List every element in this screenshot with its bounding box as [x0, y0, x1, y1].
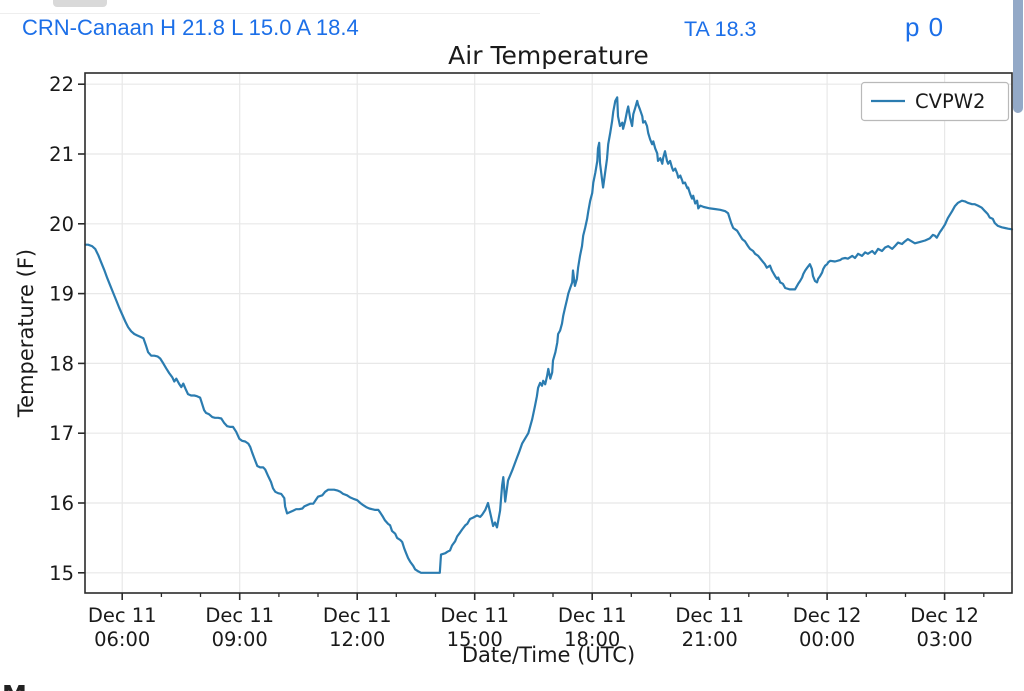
- station-summary[interactable]: CRN-Canaan H 21.8 L 15.0 A 18.4: [22, 15, 359, 40]
- card-top-divider: [0, 13, 540, 14]
- ytick-label-15: 15: [49, 562, 74, 585]
- ytick-label-19: 19: [49, 283, 74, 306]
- legend-label: CVPW2: [915, 90, 985, 113]
- chart-title: Air Temperature: [448, 41, 649, 70]
- ytick-label-20: 20: [49, 213, 74, 236]
- scrollbar-thumb[interactable]: [1013, 0, 1023, 113]
- ytick-label-22: 22: [49, 73, 74, 96]
- ta-current-reading[interactable]: TA 18.3: [684, 17, 757, 41]
- xtick-label-15:00: Dec 11 15:00: [440, 604, 509, 651]
- series-line-cvpw2: [84, 96, 1014, 574]
- page-indicator[interactable]: p 0: [905, 12, 945, 42]
- xtick-label-00:00: Dec 12 00:00: [793, 604, 862, 651]
- ytick-label-16: 16: [49, 492, 74, 515]
- xtick-label-06:00: Dec 11 06:00: [88, 604, 157, 651]
- xtick-label-09:00: Dec 11 09:00: [205, 604, 274, 651]
- scroll-indicator-pill: [53, 0, 107, 7]
- xtick-label-18:00: Dec 11 18:00: [558, 604, 627, 651]
- x-axis-label: Date/Time (UTC): [462, 643, 635, 667]
- ytick-label-21: 21: [49, 143, 74, 166]
- xtick-label-21:00: Dec 11 21:00: [675, 604, 744, 651]
- y-axis-label: Temperature (F): [14, 249, 38, 418]
- ytick-label-18: 18: [49, 352, 74, 375]
- plot-border: [84, 72, 1013, 594]
- clipped-footer-text: M: [2, 682, 42, 691]
- xtick-label-03:00: Dec 12 03:00: [910, 604, 979, 651]
- xtick-label-12:00: Dec 11 12:00: [323, 604, 392, 651]
- ytick-label-17: 17: [49, 422, 74, 445]
- legend-box: [860, 81, 1010, 122]
